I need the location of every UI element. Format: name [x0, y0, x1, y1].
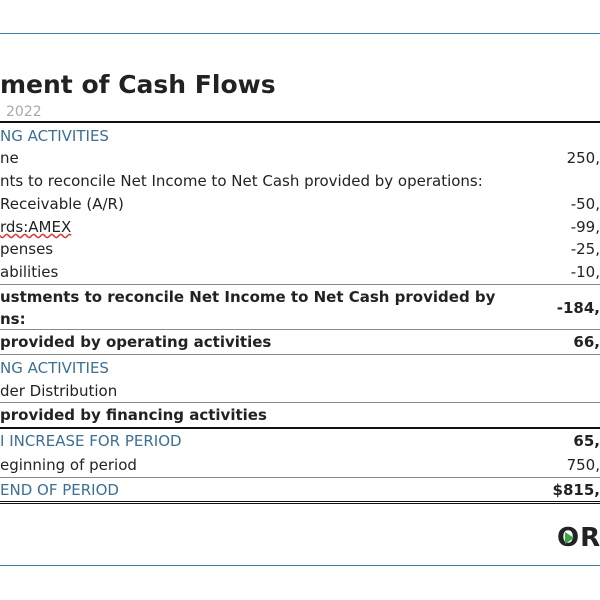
row-label: provided by financing activities [0, 406, 267, 424]
rule [0, 402, 600, 403]
rule [0, 427, 600, 429]
row-label: Receivable (A/R) [0, 195, 124, 213]
row-value: -10, [570, 263, 600, 281]
row-value: -99, [570, 218, 600, 236]
row-label: eginning of period [0, 456, 137, 474]
rule [0, 121, 600, 123]
row-label: ne [0, 149, 19, 167]
double-rule [0, 501, 600, 504]
bottom-rule [0, 565, 600, 566]
row-value: 250, [566, 149, 600, 167]
top-rule [0, 33, 600, 34]
row-label: der Distribution [0, 382, 118, 400]
row-label: provided by operating activities [0, 333, 272, 351]
date: 2022 [6, 104, 42, 120]
row-label: abilities [0, 263, 59, 281]
row-value: $815, [552, 481, 600, 499]
row-label: ns: [0, 310, 26, 328]
rule [0, 477, 600, 478]
logo: ORI [557, 523, 600, 553]
row-label: ustments to reconcile Net Income to Net … [0, 288, 496, 306]
row-value: 65, [573, 432, 600, 450]
row-value: -25, [570, 240, 600, 258]
rule [0, 284, 600, 285]
row-value: -50, [570, 195, 600, 213]
section-header: NG ACTIVITIES [0, 359, 109, 377]
row-value: 750, [566, 456, 600, 474]
row-label: penses [0, 240, 54, 258]
rule [0, 354, 600, 355]
title: ment of Cash Flows [0, 70, 276, 99]
row-label: I INCREASE FOR PERIOD [0, 432, 182, 450]
row-value: -184, [556, 299, 600, 317]
section-header: NG ACTIVITIES [0, 127, 109, 145]
row-label: nts to reconcile Net Income to Net Cash … [0, 172, 483, 190]
row-value: 66, [573, 333, 600, 351]
row-label: END OF PERIOD [0, 481, 119, 499]
row-label: rds:AMEX [0, 218, 72, 236]
rule [0, 329, 600, 330]
logo-icon [565, 532, 574, 544]
